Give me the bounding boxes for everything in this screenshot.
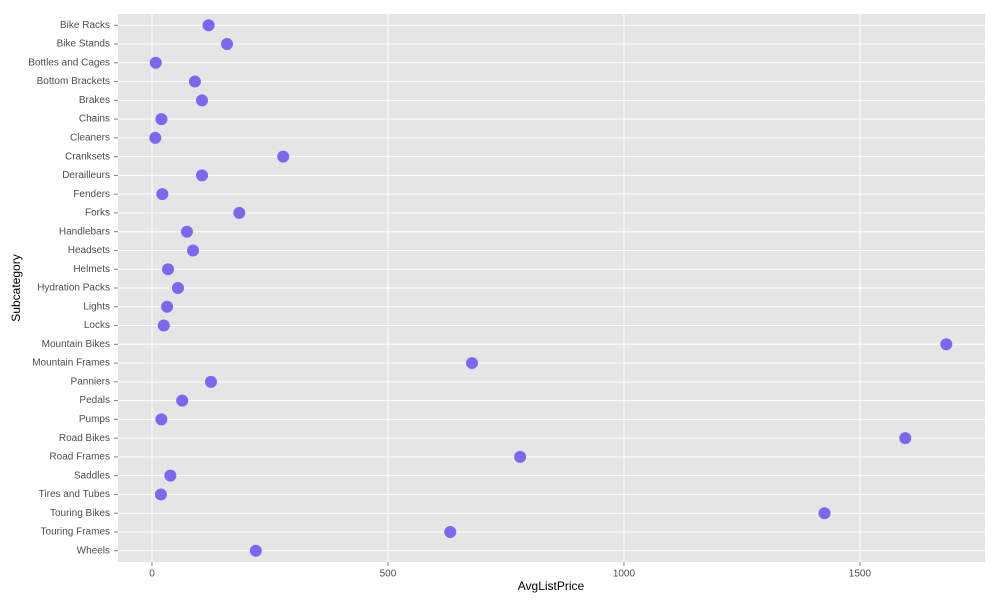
dot bbox=[149, 131, 162, 144]
dot bbox=[940, 338, 953, 351]
dot bbox=[277, 150, 290, 163]
y-tick-label: Wheels bbox=[77, 545, 110, 556]
dot bbox=[161, 300, 174, 313]
dot bbox=[154, 488, 167, 501]
y-tick-label: Road Frames bbox=[49, 452, 110, 463]
x-axis-title: AvgListPrice bbox=[518, 579, 585, 593]
dot bbox=[899, 432, 912, 445]
y-tick-label: Bike Stands bbox=[57, 39, 110, 50]
y-tick-label: Tires and Tubes bbox=[39, 489, 110, 500]
y-tick-label: Cranksets bbox=[65, 151, 110, 162]
dot bbox=[149, 56, 162, 69]
y-tick-label: Bottles and Cages bbox=[28, 57, 110, 68]
dot bbox=[249, 544, 262, 557]
dot bbox=[465, 357, 478, 370]
dot bbox=[444, 525, 457, 538]
y-tick-label: Lights bbox=[83, 301, 110, 312]
x-tick-label: 1500 bbox=[849, 569, 872, 580]
dot bbox=[221, 38, 234, 51]
y-tick-label: Bottom Brackets bbox=[37, 76, 110, 87]
dot bbox=[818, 507, 831, 520]
y-tick-label: Pedals bbox=[79, 395, 110, 406]
dot bbox=[156, 188, 169, 201]
y-tick-label: Headsets bbox=[68, 245, 110, 256]
dot bbox=[196, 169, 209, 182]
y-tick-label: Helmets bbox=[73, 264, 110, 275]
y-tick-label: Forks bbox=[85, 208, 110, 219]
y-tick-label: Locks bbox=[84, 320, 110, 331]
dot bbox=[176, 394, 189, 407]
dot bbox=[196, 94, 209, 107]
y-tick-label: Panniers bbox=[71, 376, 110, 387]
dot bbox=[233, 206, 246, 219]
dot bbox=[155, 113, 168, 126]
dot bbox=[155, 413, 168, 426]
dot bbox=[514, 450, 527, 463]
dot bbox=[157, 319, 170, 332]
dot bbox=[202, 19, 215, 32]
y-tick-label: Brakes bbox=[79, 95, 110, 106]
y-tick-label: Saddles bbox=[74, 470, 110, 481]
y-tick-label: Mountain Bikes bbox=[42, 339, 110, 350]
y-tick-label: Derailleurs bbox=[62, 170, 110, 181]
y-tick-label: Fenders bbox=[73, 189, 110, 200]
x-tick-label: 0 bbox=[149, 569, 155, 580]
x-tick-label: 500 bbox=[380, 569, 397, 580]
dot bbox=[162, 263, 175, 276]
y-tick-label: Hydration Packs bbox=[37, 283, 110, 294]
y-tick-label: Pumps bbox=[79, 414, 110, 425]
y-axis-title: Subcategory bbox=[9, 254, 23, 321]
dot bbox=[204, 375, 217, 388]
y-tick-label: Handlebars bbox=[59, 226, 110, 237]
y-tick-label: Mountain Frames bbox=[32, 358, 110, 369]
x-tick-label: 1000 bbox=[613, 569, 636, 580]
y-tick-label: Chains bbox=[79, 114, 110, 125]
dot bbox=[171, 282, 184, 294]
y-tick-label: Touring Frames bbox=[41, 527, 110, 538]
dot bbox=[180, 225, 193, 238]
dot bbox=[164, 469, 177, 482]
y-tick-label: Bike Racks bbox=[60, 20, 110, 31]
y-tick-label: Touring Bikes bbox=[50, 508, 110, 519]
y-tick-label: Road Bikes bbox=[59, 433, 110, 444]
dot bbox=[187, 244, 200, 257]
dot bbox=[188, 75, 201, 88]
y-tick-label: Cleaners bbox=[70, 133, 110, 144]
